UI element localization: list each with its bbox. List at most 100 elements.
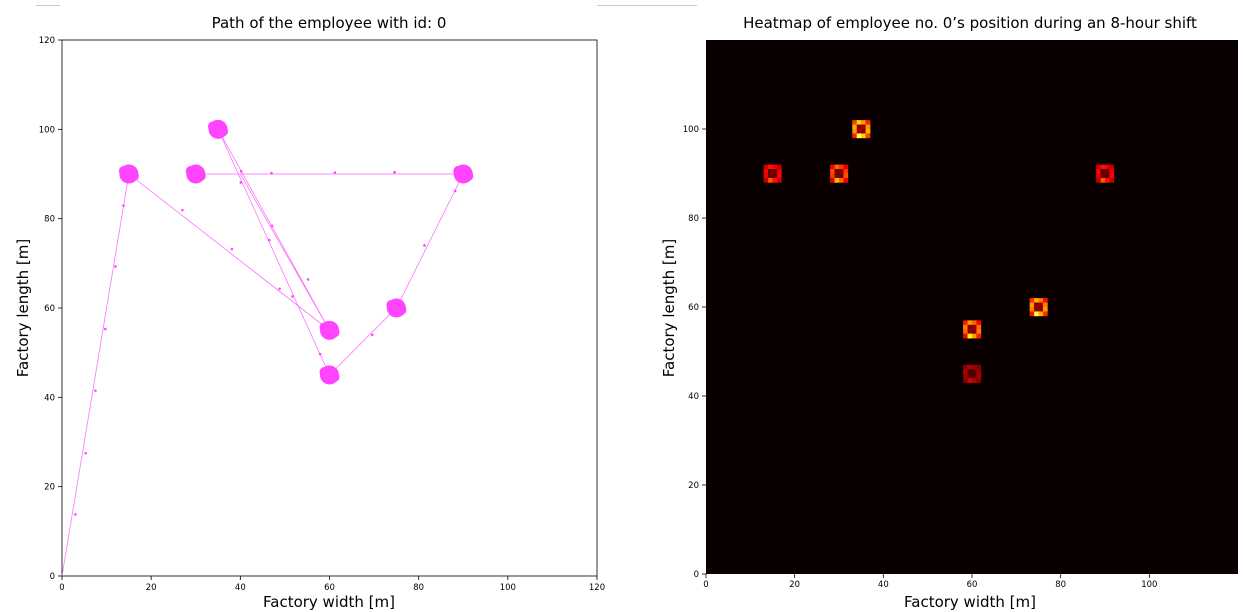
x-tick-label: 20 — [789, 580, 800, 590]
heatmap-cell — [1105, 177, 1110, 183]
heatmap-cell — [776, 177, 782, 183]
dwell-scatter-blob — [463, 171, 474, 181]
heatmap-chart: Heatmap of employee no. 0’s position dur… — [660, 14, 1238, 611]
heatmap-cell — [852, 133, 858, 139]
heatmap-cell — [843, 177, 849, 183]
heatmap-cell — [967, 329, 973, 334]
heatmap-hotspot — [830, 164, 849, 183]
heatmap-hotspot — [852, 120, 871, 139]
y-tick-label: 0 — [694, 570, 699, 580]
heatmap-cell — [963, 324, 968, 330]
heatmap-cell — [861, 124, 866, 130]
heatmap-cell — [1100, 173, 1106, 179]
path-sample-point — [371, 333, 374, 337]
path-sample-point — [278, 287, 281, 291]
heatmap-background — [706, 40, 1238, 574]
heatmap-cell — [1109, 164, 1115, 170]
x-tick-label: 40 — [878, 580, 889, 590]
heatmap-cell — [967, 333, 973, 339]
heatmap-cell — [834, 164, 840, 170]
heatmap-cell — [839, 164, 844, 170]
heatmap-cell — [763, 169, 769, 174]
heatmap-cell — [1034, 302, 1039, 308]
heatmap-cell — [972, 378, 977, 383]
heatmap-cell — [1096, 169, 1101, 174]
path-sample-point — [423, 244, 426, 247]
heatmap-cell — [1096, 177, 1101, 183]
heatmap-cell — [967, 373, 973, 379]
heatmap-hotspot — [1029, 298, 1048, 317]
path-sample-point — [230, 247, 234, 251]
heatmap-cell — [1029, 298, 1035, 303]
dwell-scatter-blob — [329, 327, 340, 338]
heatmap-cell — [963, 329, 968, 334]
y-tick-label: 40 — [688, 392, 699, 402]
heatmap-cell — [763, 173, 769, 179]
heatmap-cell — [861, 133, 866, 139]
heatmap-cell — [843, 164, 849, 170]
dwell-scatter-blob — [329, 372, 340, 382]
heatmap-plot-area: 0 20 40 60 80 100 0 20 40 60 80 100 — [683, 40, 1238, 590]
heatmap-cell — [1029, 302, 1035, 308]
y-tick-label: 80 — [688, 214, 699, 224]
heatmap-cell — [834, 173, 840, 179]
employee-path-line — [61, 129, 464, 577]
path-sample-point — [114, 265, 117, 268]
path-sample-point — [318, 352, 322, 356]
heatmap-cell — [763, 177, 769, 183]
x-tick-label: 120 — [589, 583, 605, 593]
heatmap-cell — [967, 364, 973, 370]
path-sample-point — [84, 451, 87, 455]
heatmap-cell — [865, 120, 871, 125]
heatmap-hotspot — [763, 164, 782, 183]
heatmap-cell — [972, 364, 977, 370]
heatmap-cell — [976, 329, 982, 334]
heatmap-cell — [976, 364, 982, 370]
heatmap-cell — [772, 169, 778, 174]
y-tick-label: 100 — [683, 125, 699, 135]
dwell-scatter-blob — [118, 166, 129, 176]
path-sample-point — [239, 170, 243, 173]
path-chart-x-axis-label: Factory width [m] — [263, 593, 395, 611]
x-tick-label: 20 — [146, 583, 157, 593]
dwell-scatter-blob — [195, 171, 206, 181]
heatmap-cell — [1109, 177, 1115, 183]
dwell-cluster — [453, 164, 474, 184]
heatmap-cell — [856, 124, 862, 130]
heatmap-cell — [1042, 307, 1048, 312]
heatmap-cell — [839, 169, 844, 174]
heatmap-cell — [768, 177, 773, 183]
heatmap-cell — [1034, 311, 1039, 317]
path-sample-point — [268, 238, 271, 242]
path-chart-frame — [61, 39, 598, 577]
heatmap-cell — [976, 324, 982, 330]
heatmap-cell — [865, 133, 871, 139]
heatmap-cell — [967, 378, 973, 383]
heatmap-cell — [843, 173, 849, 179]
heatmap-cell — [1105, 169, 1110, 174]
x-tick-label: 40 — [235, 583, 246, 593]
heatmap-cell — [1034, 307, 1039, 312]
dwell-scatter-blob — [185, 166, 196, 176]
path-sample-point — [393, 170, 396, 174]
heatmap-cell — [861, 129, 866, 134]
path-sample-point — [94, 389, 97, 392]
y-tick-label: 120 — [39, 36, 55, 46]
dwell-scatter-blob — [319, 322, 330, 333]
heatmap-cell — [976, 333, 982, 339]
heatmap-chart-title: Heatmap of employee no. 0’s position dur… — [743, 14, 1197, 32]
heatmap-cell — [1042, 302, 1048, 308]
dwell-scatter-blob — [218, 126, 229, 137]
path-sample-point — [239, 181, 243, 184]
heatmap-cell — [1029, 311, 1035, 317]
heatmap-cell — [972, 373, 977, 379]
heatmap-cell — [843, 169, 849, 174]
path-chart: Path of the employee with id: 0 0 20 40 60 8… — [14, 14, 605, 611]
y-tick-label: 0 — [50, 572, 55, 582]
heatmap-cell — [839, 177, 844, 183]
heatmap-cell — [1100, 177, 1106, 183]
heatmap-cell — [776, 173, 782, 179]
dwell-cluster — [185, 164, 206, 184]
heatmap-cell — [772, 177, 778, 183]
